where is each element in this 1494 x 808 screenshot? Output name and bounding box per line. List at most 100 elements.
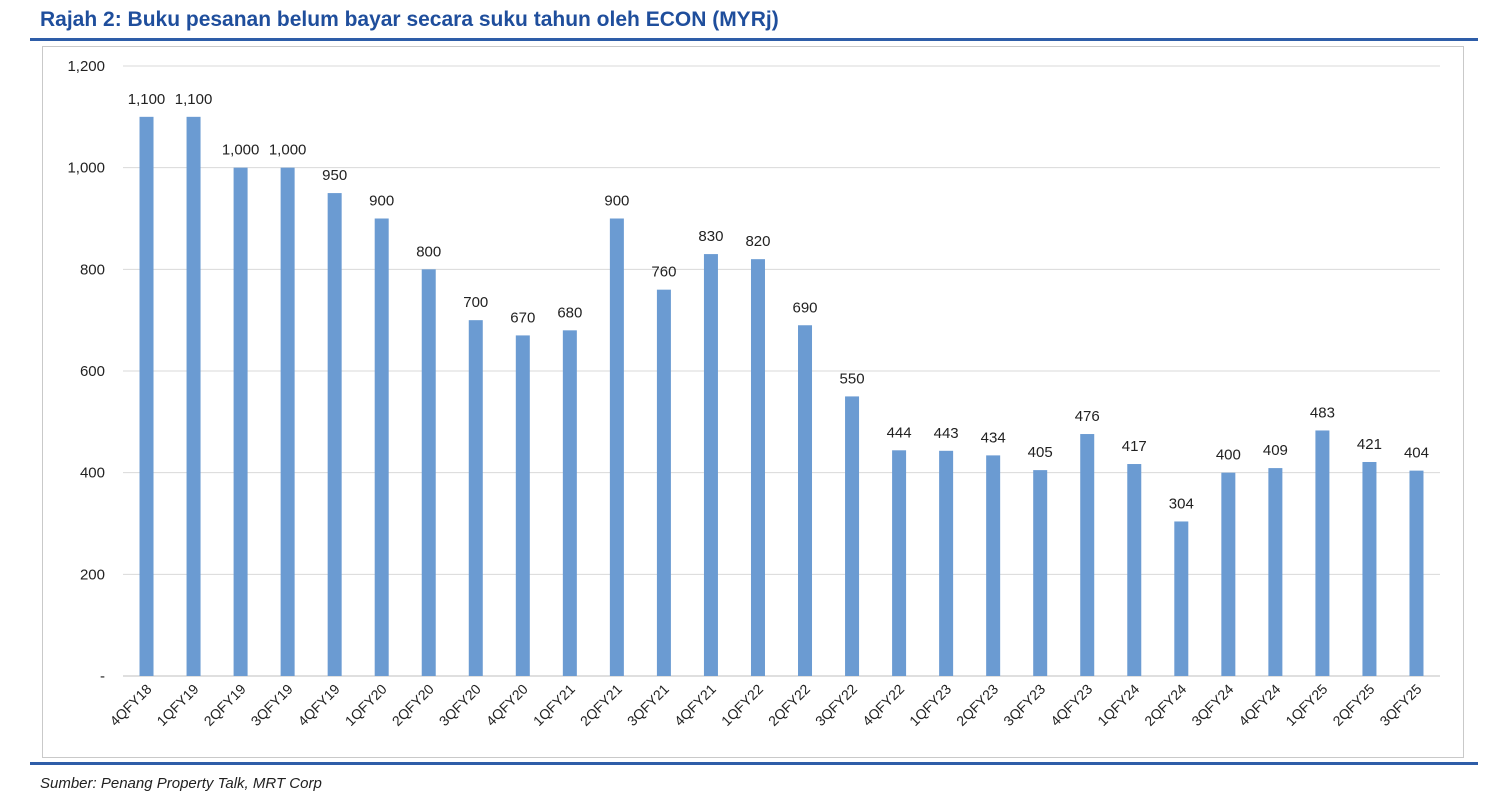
y-tick-label: - xyxy=(100,668,105,685)
x-tick-label: 4QFY20 xyxy=(483,681,531,729)
x-tick-label: 1QFY20 xyxy=(342,681,390,729)
x-tick-label: 2QFY22 xyxy=(765,681,813,729)
x-tick-label: 1QFY21 xyxy=(530,681,578,729)
bar xyxy=(374,218,389,676)
bar xyxy=(233,167,248,676)
data-label: 404 xyxy=(1404,445,1429,462)
x-tick-label: 2QFY23 xyxy=(953,681,1001,729)
bar xyxy=(186,116,201,677)
data-label: 405 xyxy=(1028,444,1053,461)
x-tick-label: 3QFY23 xyxy=(1000,681,1048,729)
bar xyxy=(1033,470,1048,676)
bar xyxy=(139,116,154,677)
bar xyxy=(421,269,436,676)
x-tick-label: 1QFY22 xyxy=(718,681,766,729)
bar xyxy=(1268,468,1283,676)
bar xyxy=(515,335,530,676)
x-tick-label: 1QFY23 xyxy=(906,681,954,729)
chart-frame: -200 400 600 800 1,000 1,200 1,100 1,100 1,000 1… xyxy=(42,46,1464,758)
source-note: Sumber: Penang Property Talk, MRT Corp xyxy=(40,775,322,792)
data-label: 830 xyxy=(698,228,723,245)
bar xyxy=(1409,470,1424,676)
x-tick-label: 4QFY19 xyxy=(295,681,343,729)
x-tick-label: 3QFY22 xyxy=(812,681,860,729)
gridlines xyxy=(123,65,1440,677)
x-tick-label: 2QFY21 xyxy=(577,681,625,729)
x-tick-label: 2QFY20 xyxy=(389,681,437,729)
data-label: 434 xyxy=(981,429,1006,446)
data-label: 1,100 xyxy=(128,91,166,108)
bottom-rule xyxy=(30,762,1478,765)
data-label: 670 xyxy=(510,309,535,326)
y-tick-label: 800 xyxy=(80,261,105,278)
x-tick-label: 3QFY24 xyxy=(1188,681,1236,729)
bar xyxy=(939,450,954,676)
y-tick-label: 200 xyxy=(80,566,105,583)
data-label: 680 xyxy=(557,304,582,321)
data-label: 1,100 xyxy=(175,91,213,108)
data-label: 690 xyxy=(793,299,818,316)
data-label: 476 xyxy=(1075,408,1100,425)
data-label: 700 xyxy=(463,294,488,311)
data-label: 421 xyxy=(1357,436,1382,453)
y-axis: - 200 400 600 800 1,000 1,200 xyxy=(67,58,105,685)
y-tick-label: 1,000 xyxy=(67,160,105,177)
x-tick-label: 1QFY25 xyxy=(1282,681,1330,729)
bar xyxy=(986,455,1001,676)
bar xyxy=(750,259,765,676)
data-label: 900 xyxy=(604,193,629,210)
data-label: 800 xyxy=(416,243,441,260)
x-tick-label: 3QFY25 xyxy=(1376,681,1424,729)
x-tick-label: 2QFY25 xyxy=(1329,681,1377,729)
bar xyxy=(327,193,342,677)
data-labels: 1,100 1,100 1,000 1,000 950 900 800 700 670 680 90… xyxy=(128,91,1429,513)
data-label: 443 xyxy=(934,425,959,442)
chart-title: Rajah 2: Buku pesanan belum bayar secara… xyxy=(40,8,779,31)
data-label: 483 xyxy=(1310,404,1335,421)
data-label: 400 xyxy=(1216,447,1241,464)
x-axis: 4QFY181QFY192QFY193QFY194QFY191QFY202QFY… xyxy=(106,681,1424,729)
top-rule xyxy=(30,38,1478,41)
x-tick-label: 4QFY18 xyxy=(106,681,154,729)
bar xyxy=(609,218,624,676)
data-label: 1,000 xyxy=(269,142,307,159)
x-tick-label: 1QFY19 xyxy=(153,681,201,729)
bar xyxy=(845,396,860,676)
x-tick-label: 3QFY19 xyxy=(248,681,296,729)
y-tick-label: 600 xyxy=(80,363,105,380)
bar xyxy=(1174,521,1189,676)
bar xyxy=(1315,430,1330,676)
data-label: 900 xyxy=(369,193,394,210)
bar xyxy=(1127,464,1142,676)
bar xyxy=(468,320,483,676)
bar xyxy=(1221,472,1236,676)
x-tick-label: 2QFY24 xyxy=(1141,681,1189,729)
x-tick-label: 4QFY21 xyxy=(671,681,719,729)
data-label: 409 xyxy=(1263,442,1288,459)
data-label: 820 xyxy=(745,233,770,250)
data-label: 1,000 xyxy=(222,142,260,159)
bars xyxy=(139,116,1424,677)
bar xyxy=(703,254,718,677)
x-tick-label: 1QFY24 xyxy=(1094,681,1142,729)
bar xyxy=(892,450,907,676)
data-label: 550 xyxy=(840,370,865,387)
data-label: 950 xyxy=(322,167,347,184)
x-tick-label: 3QFY21 xyxy=(624,681,672,729)
bar xyxy=(562,330,577,676)
x-tick-label: 2QFY19 xyxy=(201,681,249,729)
y-tick-label: 400 xyxy=(80,465,105,482)
bar xyxy=(656,289,671,676)
x-tick-label: 3QFY20 xyxy=(436,681,484,729)
bar xyxy=(280,167,295,676)
bar xyxy=(1080,434,1095,676)
bar xyxy=(1362,461,1377,676)
bar xyxy=(798,325,813,676)
x-tick-label: 4QFY23 xyxy=(1047,681,1095,729)
y-tick-label: 1,200 xyxy=(67,58,105,75)
data-label: 444 xyxy=(887,424,912,441)
x-tick-label: 4QFY22 xyxy=(859,681,907,729)
data-label: 304 xyxy=(1169,495,1194,512)
x-tick-label: 4QFY24 xyxy=(1235,681,1283,729)
